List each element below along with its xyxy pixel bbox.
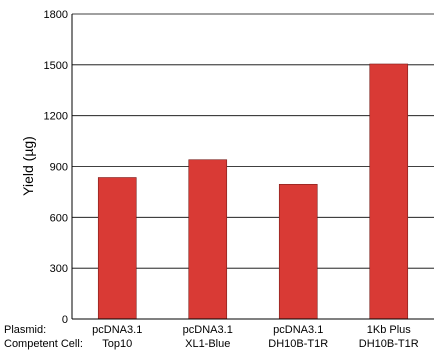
- bars: [97, 63, 409, 320]
- y-tick-label: 300: [50, 263, 68, 275]
- category-cell-label: DH10B-T1R: [359, 338, 419, 350]
- row-label-competent-cell: Competent Cell:: [4, 338, 83, 350]
- category-cell-label: XL1-Blue: [185, 338, 230, 350]
- category-labels: pcDNA3.1 Top10 pcDNA3.1 XL1-Blue pcDNA3.1 DH1…: [92, 324, 419, 350]
- bar: [369, 63, 409, 320]
- bar: [97, 177, 137, 320]
- y-tick-label: 1800: [44, 9, 68, 21]
- bar: [278, 183, 318, 320]
- category-cell-label: DH10B-T1R: [268, 338, 328, 350]
- row-label-plasmid: Plasmid:: [4, 324, 46, 336]
- category-cell-label: Top10: [102, 338, 132, 350]
- y-tick-label: 1500: [44, 60, 68, 72]
- axes: [71, 14, 434, 320]
- category-plasmid-label: pcDNA3.1: [183, 324, 233, 336]
- y-tick-labels: 0 300 600 900 1200 1500 1800: [44, 9, 68, 326]
- y-tick-label: 1200: [44, 111, 68, 123]
- y-tick-label: 900: [50, 162, 68, 174]
- y-axis-title: Yield (µg): [20, 136, 36, 196]
- category-plasmid-label: 1Kb Plus: [367, 324, 412, 336]
- bar: [188, 159, 228, 320]
- y-tick-label: 600: [50, 212, 68, 224]
- y-tick-label: 0: [62, 314, 68, 326]
- category-plasmid-label: pcDNA3.1: [273, 324, 323, 336]
- category-plasmid-label: pcDNA3.1: [92, 324, 142, 336]
